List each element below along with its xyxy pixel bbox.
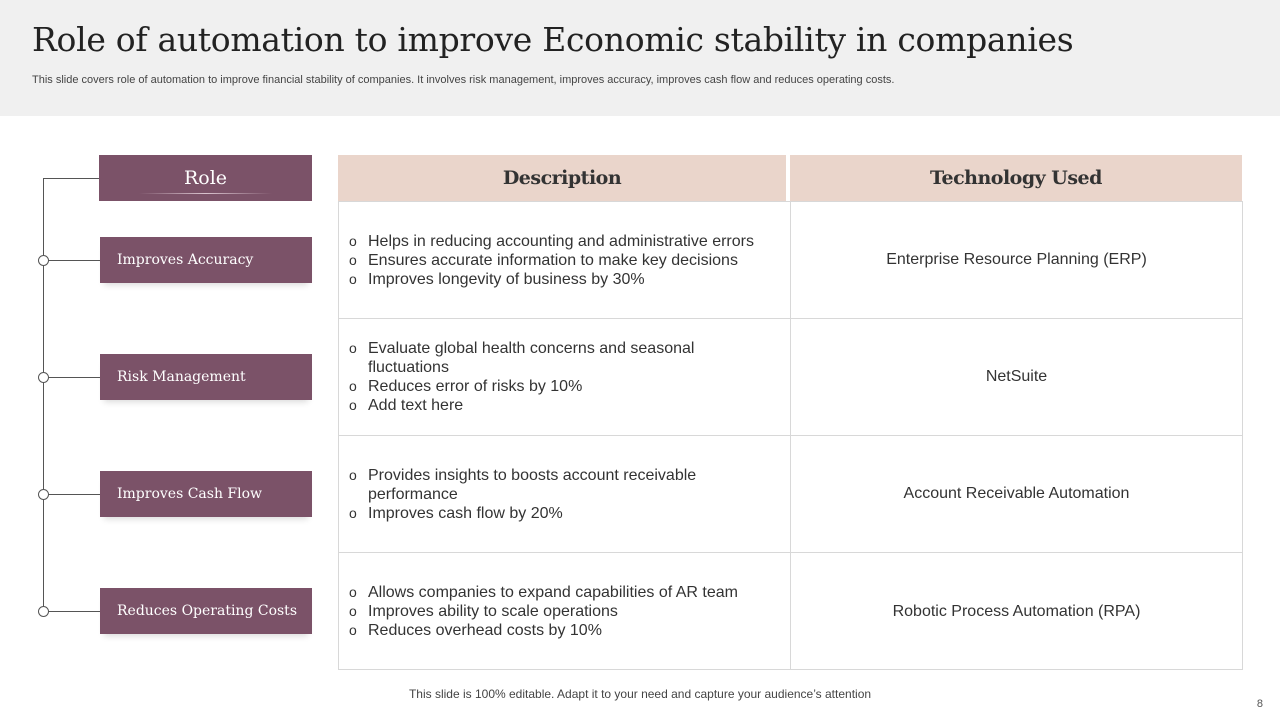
bullet-item: o Improves longevity of business by 30% — [349, 270, 779, 289]
bullet-marker: o — [349, 584, 357, 600]
connector-dot — [38, 255, 49, 266]
bullet-item: o Reduces overhead costs by 10% — [349, 621, 779, 640]
bullet-marker: o — [349, 622, 357, 638]
connector-dot — [38, 606, 49, 617]
bullet-marker: o — [349, 270, 357, 287]
bullet-marker: o — [349, 397, 357, 413]
bullet-marker: o — [349, 232, 357, 249]
bullet-marker: o — [349, 340, 357, 356]
connector-line-4 — [43, 611, 100, 612]
table-row: o Provides insights to boosts account rec… — [339, 436, 1242, 553]
connector-line-1 — [43, 260, 100, 261]
slide-subtitle: This slide covers role of automation to … — [32, 74, 895, 86]
technology-cell: NetSuite — [985, 368, 1048, 385]
bullet-marker: o — [349, 603, 357, 619]
bullet-text: Reduces overhead costs by 10% — [368, 622, 602, 639]
bullet-item: o Reduces error of risks by 10% — [349, 377, 779, 396]
column-divider — [790, 553, 791, 670]
bullet-text: Add text here — [368, 397, 464, 414]
bullet-item: o Evaluate global health concerns and sea… — [349, 339, 779, 377]
description-cell: o Evaluate global health concerns and sea… — [349, 319, 779, 435]
role-header: Role — [99, 155, 312, 201]
role-box-improves-cash-flow: Improves Cash Flow — [100, 471, 312, 517]
table-row: o Helps in reducing accounting and admini… — [339, 202, 1242, 319]
connector-line-2 — [43, 377, 100, 378]
table-row: o Evaluate global health concerns and sea… — [339, 319, 1242, 436]
connector-dot — [38, 489, 49, 500]
connector-line-role — [43, 178, 99, 179]
roles-table: o Helps in reducing accounting and admini… — [338, 201, 1243, 670]
slide-title: Role of automation to improve Economic s… — [32, 20, 1074, 59]
description-header: Description — [338, 155, 786, 201]
connector-vertical-line — [43, 178, 44, 612]
role-box-improves-accuracy: Improves Accuracy — [100, 237, 312, 283]
bullet-text: Reduces error of risks by 10% — [368, 378, 583, 395]
bullet-item: o Helps in reducing accounting and admini… — [349, 232, 779, 251]
technology-cell: Enterprise Resource Planning (ERP) — [886, 251, 1147, 268]
bullet-text: Helps in reducing accounting and adminis… — [368, 232, 754, 250]
bullet-marker: o — [349, 378, 357, 394]
bullet-item: o Add text here — [349, 396, 779, 415]
page-number: 8 — [1256, 698, 1263, 710]
table-row: o Allows companies to expand capabilities… — [339, 553, 1242, 670]
role-box-reduces-operating-costs: Reduces Operating Costs — [100, 588, 312, 634]
column-divider — [790, 202, 791, 318]
role-box-risk-management: Risk Management — [100, 354, 312, 400]
bullet-item: o Provides insights to boosts account rec… — [349, 466, 779, 504]
bullet-item: o Ensures accurate information to make ke… — [349, 251, 779, 270]
bullet-item: o Improves ability to scale operations — [349, 602, 779, 621]
bullet-text: Improves longevity of business by 30% — [368, 270, 645, 288]
bullet-marker: o — [349, 466, 357, 483]
bullet-text: Improves cash flow by 20% — [368, 504, 563, 522]
bullet-item: o Allows companies to expand capabilities… — [349, 583, 779, 602]
connector-line-3 — [43, 494, 100, 495]
bullet-text: Allows companies to expand capabilities … — [368, 584, 738, 601]
connector-dot — [38, 372, 49, 383]
technology-cell: Account Receivable Automation — [903, 485, 1130, 502]
bullet-text: Provides insights to boosts account rece… — [368, 466, 697, 503]
bullet-text: Evaluate global health concerns and seas… — [368, 340, 695, 376]
technology-cell: Robotic Process Automation (RPA) — [892, 602, 1141, 620]
header-band: Role of automation to improve Economic s… — [0, 0, 1280, 116]
footer-note: This slide is 100% editable. Adapt it to… — [408, 687, 872, 701]
column-divider — [790, 319, 791, 435]
technology-header: Technology Used — [790, 155, 1242, 201]
bullet-text: Improves ability to scale operations — [368, 603, 618, 620]
bullet-marker: o — [349, 504, 357, 521]
bullet-marker: o — [349, 251, 357, 268]
column-divider — [790, 436, 791, 552]
description-cell: o Provides insights to boosts account rec… — [349, 436, 779, 552]
bullet-item: o Improves cash flow by 20% — [349, 504, 779, 523]
bullet-text: Ensures accurate information to make key… — [368, 251, 738, 269]
description-cell: o Helps in reducing accounting and admini… — [349, 202, 779, 318]
description-cell: o Allows companies to expand capabilities… — [349, 553, 779, 670]
